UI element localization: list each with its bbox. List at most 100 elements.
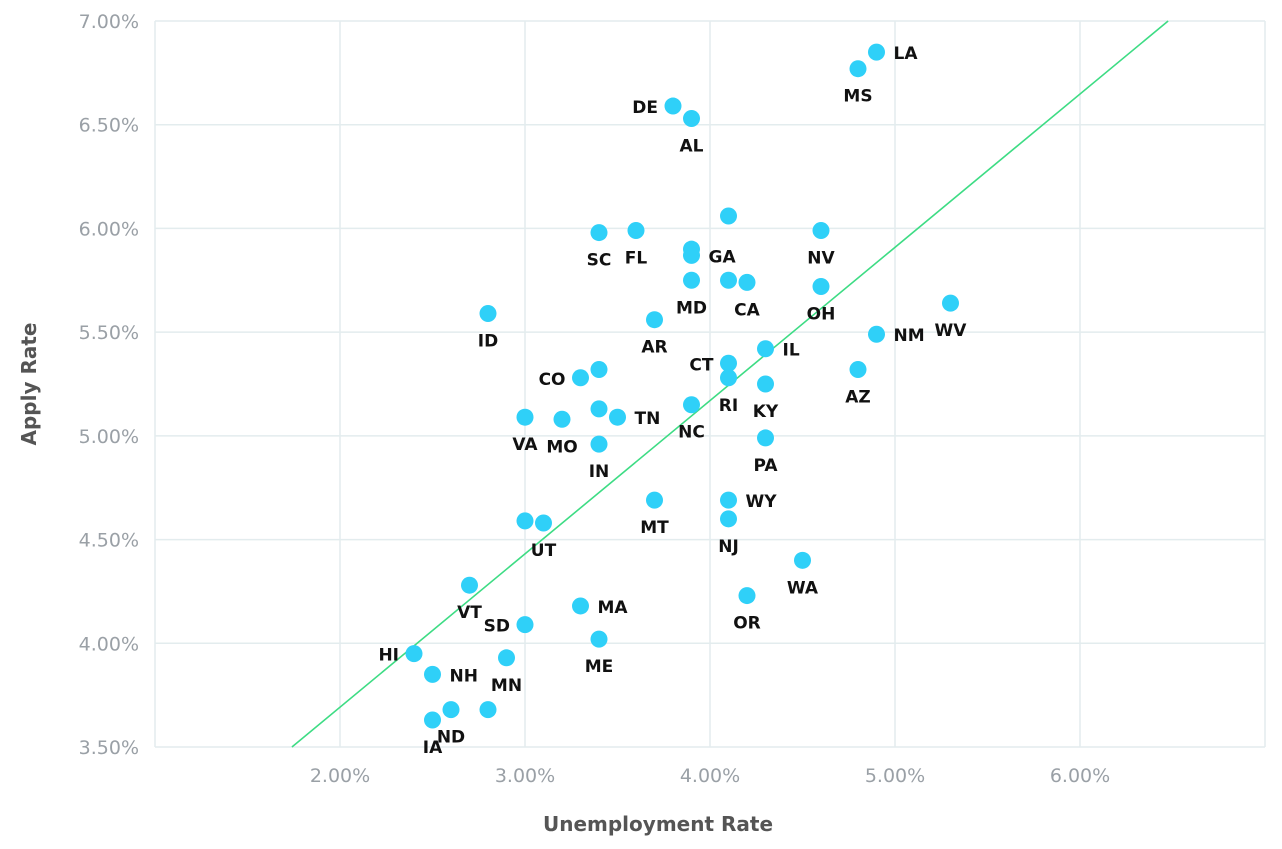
point-label: PA <box>753 456 778 476</box>
point-label: NM <box>894 326 925 346</box>
point-label: HI <box>378 646 399 666</box>
data-point <box>535 514 552 532</box>
y-tick-label: 5.00% <box>79 426 139 448</box>
point-label: WV <box>935 321 968 341</box>
x-tick-label: 2.00% <box>310 765 370 787</box>
y-tick-label: 4.50% <box>79 530 139 552</box>
y-tick-label: 4.00% <box>79 633 139 655</box>
data-point <box>516 616 534 634</box>
data-point <box>720 354 737 372</box>
data-point <box>479 701 497 719</box>
x-tick-label: 3.00% <box>495 765 555 787</box>
data-point <box>720 491 737 509</box>
data-point <box>812 278 830 296</box>
point-label: ID <box>478 331 498 351</box>
data-point <box>757 375 774 393</box>
data-point <box>405 645 423 663</box>
point-label: CA <box>734 300 760 320</box>
data-point <box>868 43 885 61</box>
data-point <box>572 597 589 615</box>
data-point <box>590 630 608 648</box>
point-label: MD <box>676 298 707 318</box>
data-point <box>553 410 571 428</box>
point-label: WA <box>787 578 819 598</box>
point-label: SC <box>587 251 612 271</box>
data-point <box>461 576 478 594</box>
data-point <box>424 711 441 729</box>
y-axis-title: Apply Rate <box>17 323 41 446</box>
grid <box>154 20 1266 748</box>
point-label: IL <box>783 341 800 361</box>
point-label: DE <box>632 98 658 118</box>
point-label: UT <box>531 541 557 561</box>
point-label: TN <box>635 409 661 429</box>
data-point <box>683 246 700 264</box>
data-point <box>942 294 959 312</box>
data-point <box>738 273 756 291</box>
data-point <box>516 512 534 530</box>
data-point <box>590 435 608 453</box>
data-point <box>590 224 608 242</box>
point-label: NH <box>450 666 478 686</box>
point-label: MS <box>843 87 872 107</box>
point-label: KY <box>753 402 779 422</box>
data-point <box>849 60 867 78</box>
data-point <box>479 304 497 322</box>
y-tick-label: 7.00% <box>79 11 139 33</box>
point-label: FL <box>625 249 648 269</box>
x-axis-title: Unemployment Rate <box>543 812 773 836</box>
data-point <box>720 369 737 387</box>
point-label: IA <box>423 738 443 758</box>
point-label: IN <box>589 462 610 482</box>
point-label: OR <box>733 614 761 634</box>
data-point <box>757 340 774 358</box>
point-label: AZ <box>845 387 870 407</box>
y-tick-label: 6.00% <box>79 218 139 240</box>
point-label: MO <box>546 437 577 457</box>
point-label: CO <box>539 370 566 390</box>
point-label: RI <box>719 396 738 416</box>
point-label: AR <box>641 338 667 358</box>
data-point <box>720 271 737 289</box>
data-point <box>849 360 867 378</box>
point-label: OH <box>807 305 836 325</box>
data-point <box>794 551 811 569</box>
data-point <box>868 325 885 343</box>
data-point <box>757 429 774 447</box>
data-point <box>683 271 700 289</box>
data-point <box>812 222 830 240</box>
point-label: CT <box>689 355 713 375</box>
data-point <box>442 701 460 719</box>
point-label: GA <box>709 247 737 267</box>
point-label: NJ <box>718 537 739 557</box>
data-point <box>664 97 682 115</box>
y-tick-label: 5.50% <box>79 322 139 344</box>
x-tick-label: 4.00% <box>680 765 740 787</box>
data-point <box>627 222 645 240</box>
point-label: MT <box>640 518 669 538</box>
y-tick-label: 6.50% <box>79 115 139 137</box>
point-label: VA <box>512 435 538 455</box>
data-point <box>590 400 608 418</box>
data-point <box>646 491 663 509</box>
data-point <box>424 665 441 683</box>
point-label: MA <box>598 598 629 618</box>
data-point <box>498 649 515 667</box>
x-tick-label: 5.00% <box>865 765 925 787</box>
data-point <box>516 408 534 426</box>
point-label: VT <box>457 603 482 623</box>
data-point <box>720 207 737 225</box>
point-label: MN <box>491 676 522 696</box>
data-point <box>738 587 756 605</box>
x-tick-label: 6.00% <box>1050 765 1110 787</box>
point-label: AL <box>680 136 704 156</box>
data-point <box>590 360 608 378</box>
point-labels: LA MS DE AL FL SC NV GA MD CA OH WV ID AR NM IL CT AZ CO RI… <box>378 44 967 758</box>
point-label: ME <box>585 657 614 677</box>
data-point <box>646 311 663 329</box>
point-label: NC <box>678 423 705 443</box>
point-label: LA <box>894 44 919 64</box>
points-group <box>405 43 959 729</box>
point-label: WY <box>746 492 778 512</box>
